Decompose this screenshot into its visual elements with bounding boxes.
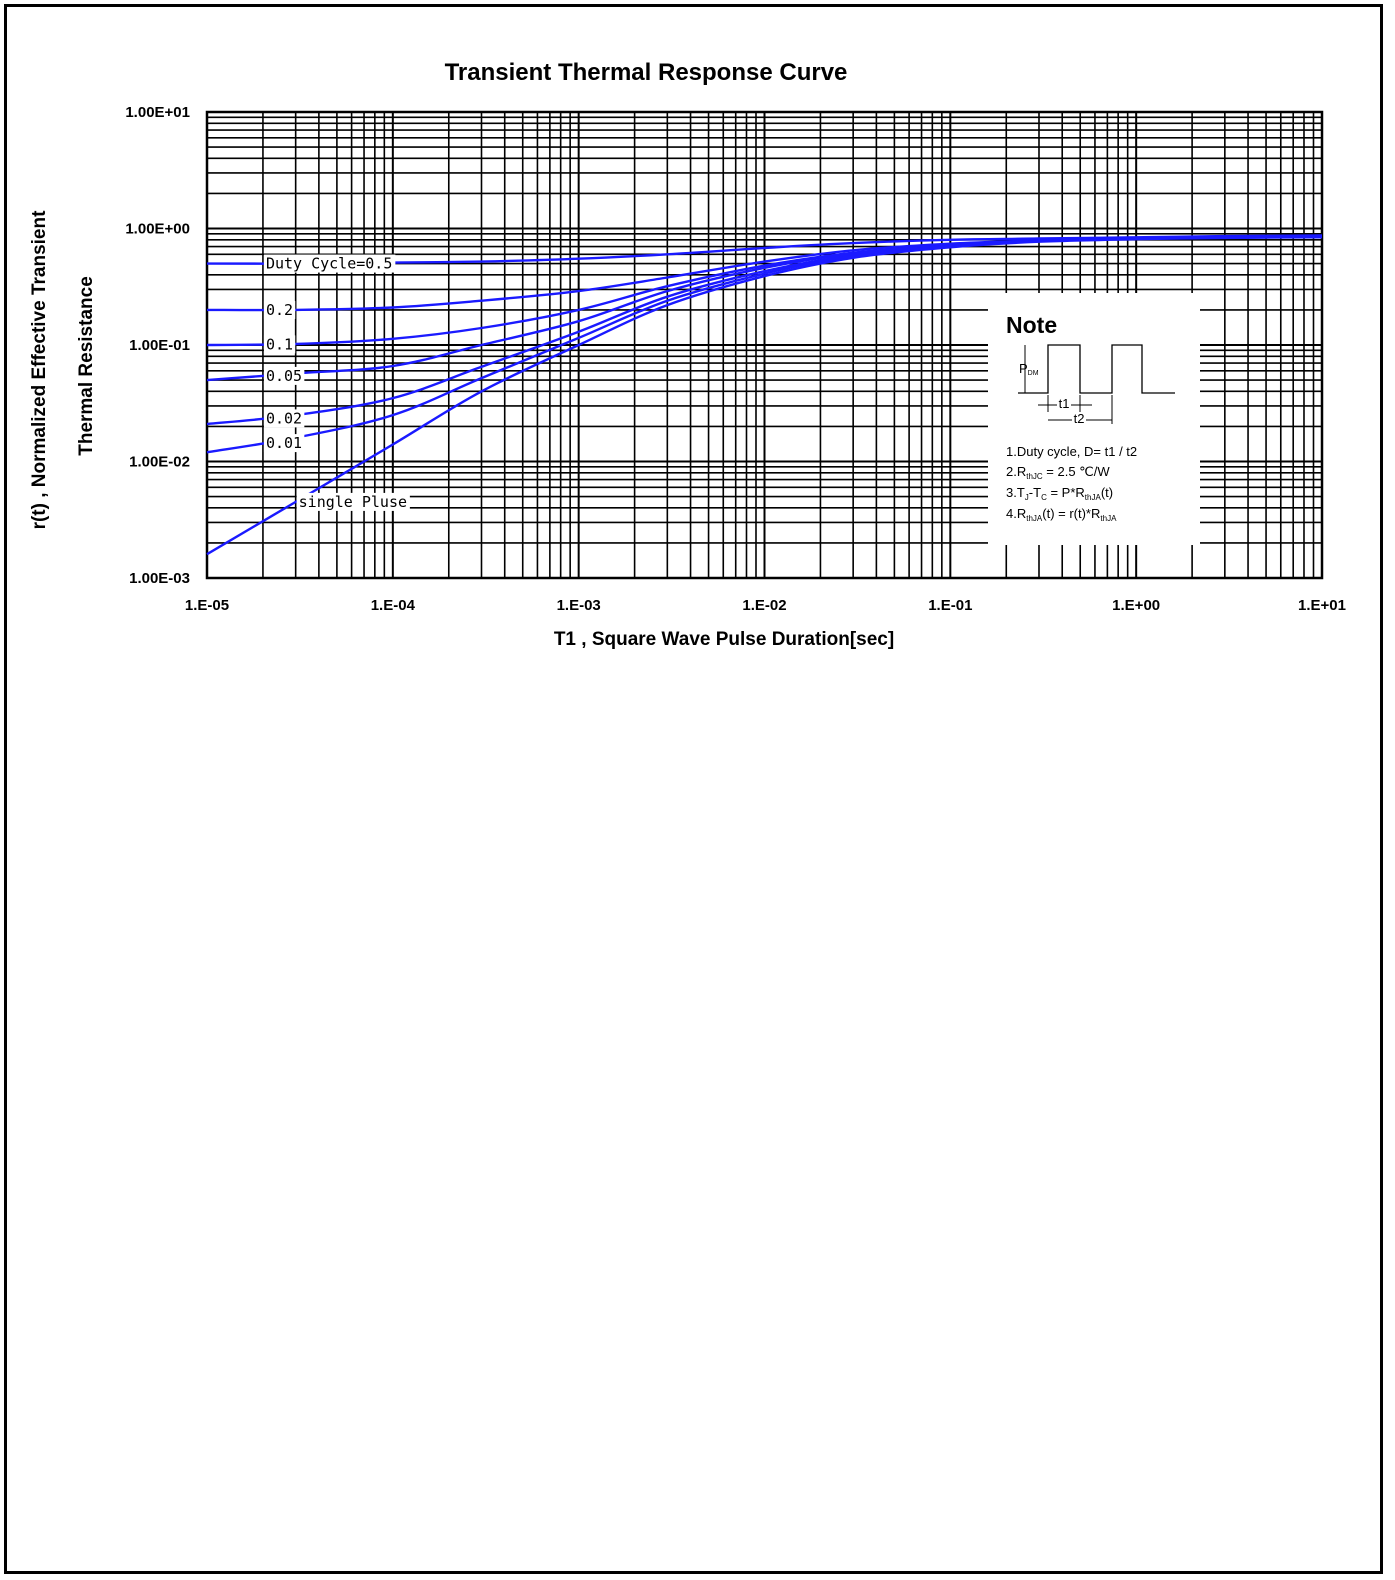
series-label-1: 0.2 (266, 301, 293, 319)
series-label-bg-4 (263, 409, 305, 428)
y-tick-label-3: 1.00E-02 (129, 454, 190, 471)
y-tick-label-4: 1.00E-03 (129, 570, 190, 587)
note-line-1: 1.Duty cycle, D= t1 / t2 (1006, 444, 1137, 459)
x-tick-labels: 1.E-05 1.E-04 1.E-03 1.E-02 1.E-01 1.E+00 1.E+… (185, 597, 1346, 614)
series-label-bg-0 (263, 254, 396, 273)
note-line2-text: 2.R (1006, 464, 1026, 479)
note-line3-sub: thJA (1085, 493, 1102, 502)
x-tick-label-3: 1.E-02 (742, 597, 786, 614)
x-tick-label-2: 1.E-03 (557, 597, 601, 614)
note-line2: 2.RthJC = 2.5 ℃/W (1006, 464, 1110, 481)
curves (206, 234, 1323, 556)
x-tick-label-6: 1.E+01 (1298, 597, 1346, 614)
series-label-0: Duty Cycle=0.5 (266, 255, 392, 273)
t1-label: t1 (1059, 396, 1070, 411)
series-line-6 (206, 236, 1323, 556)
y-tick-label-0: 1.00E+01 (125, 104, 190, 121)
x-tick-label-1: 1.E-04 (371, 597, 416, 614)
note-line4: 4.RthJA(t) = r(t)*RthJA (1006, 506, 1117, 523)
curve-labels: Duty Cycle=0.5 0.2 0.1 0.05 0.02 0.01 single P… (263, 254, 410, 511)
t2-label-bg (1072, 413, 1086, 425)
note-heading: Note (1006, 312, 1057, 338)
pulse-label-sub: DM (1028, 370, 1039, 377)
pulse-waveform (1018, 344, 1175, 394)
note-line2-text: = 2.5 ℃/W (1043, 464, 1111, 479)
note-line3-sub: C (1041, 493, 1047, 502)
series-label-4: 0.02 (266, 409, 302, 427)
note-line3-sub: J (1025, 493, 1029, 502)
note-line4-sub: thJA (1100, 514, 1117, 523)
t1-label-bg (1057, 398, 1071, 410)
t2-label: t2 (1074, 411, 1085, 426)
note-line3-text: 3.T (1006, 485, 1025, 500)
series-label-bg-5 (263, 434, 305, 453)
note-background (988, 293, 1200, 545)
page-frame (4, 4, 1383, 1574)
note-line4-text: (t) = r(t)*R (1042, 506, 1100, 521)
x-tick-label-0: 1.E-05 (185, 597, 229, 614)
chart-title: Transient Thermal Response Curve (445, 59, 848, 86)
series-label-bg-3 (263, 366, 305, 385)
x-axis-label: T1 , Square Wave Pulse Duration[sec] (554, 629, 894, 650)
series-label-2: 0.1 (266, 335, 293, 353)
note-line3-text: (t) (1101, 485, 1113, 500)
y-tick-labels: 1.00E+01 1.00E+00 1.00E-01 1.00E-02 1.00E-03 (125, 104, 190, 587)
note-line3: 3.TJ-TC = P*RthJA(t) (1006, 485, 1113, 502)
series-label-bg-2 (263, 335, 296, 354)
series-label-bg-1 (263, 300, 296, 319)
series-label-bg-6 (296, 492, 410, 511)
x-tick-label-5: 1.E+00 (1112, 597, 1160, 614)
y-axis-label-line2: Thermal Resistance (76, 276, 97, 456)
note-line4-sub: thJA (1026, 514, 1043, 523)
series-label-5: 0.01 (266, 434, 302, 452)
series-label-3: 0.05 (266, 367, 302, 385)
x-tick-label-4: 1.E-01 (928, 597, 972, 614)
y-tick-label-2: 1.00E-01 (129, 337, 190, 354)
note-line3-text: = P*R (1047, 485, 1085, 500)
y-axis-label-line1: r(t) , Normalized Effective Transient (29, 210, 50, 530)
note-line4-text: 4.R (1006, 506, 1026, 521)
y-tick-label-1: 1.00E+00 (125, 221, 190, 238)
series-label-6: single Pluse (299, 493, 407, 511)
note-line3-text: -T (1029, 485, 1041, 500)
note-line2-sub: thJC (1026, 472, 1043, 481)
